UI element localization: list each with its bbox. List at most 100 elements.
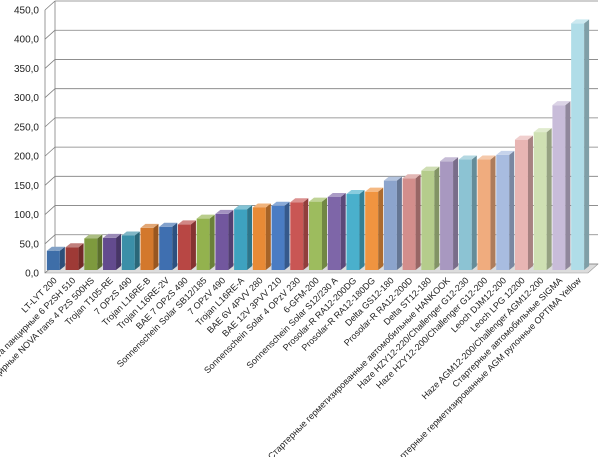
bar-side <box>209 214 215 270</box>
bar-front <box>103 237 117 270</box>
bar-top <box>552 101 571 106</box>
bar-side <box>134 231 140 270</box>
bar <box>177 220 196 270</box>
bar <box>383 176 402 270</box>
bar-top <box>159 222 178 227</box>
bar <box>234 205 253 270</box>
bar-side <box>247 205 253 270</box>
bar-top <box>46 246 65 251</box>
bar-side <box>172 222 178 270</box>
bar <box>159 222 178 270</box>
gridline <box>44 146 56 157</box>
y-tick-label: 400,0 <box>14 35 39 46</box>
bar-side <box>453 157 459 270</box>
bar-top <box>365 187 384 192</box>
bar <box>514 135 533 270</box>
bar-front <box>215 213 229 270</box>
bar-top <box>458 155 477 160</box>
bar-side <box>303 198 309 270</box>
bar-side <box>265 203 271 270</box>
bar-top <box>84 234 103 239</box>
gridline <box>44 29 56 40</box>
bar <box>140 223 159 270</box>
bar-front <box>46 250 60 270</box>
bar <box>196 214 215 270</box>
bar-front <box>271 205 285 270</box>
bar <box>421 166 440 270</box>
bar <box>496 150 515 270</box>
bar-front <box>290 202 304 270</box>
bar-side <box>584 19 590 271</box>
bar-front <box>552 105 566 270</box>
bar-side <box>527 135 533 270</box>
bar <box>309 197 327 270</box>
bar-top <box>103 233 122 238</box>
bar-side <box>228 209 234 270</box>
bar-side <box>415 174 421 270</box>
bar-side <box>59 246 65 270</box>
bar-side <box>434 166 440 270</box>
y-tick-label: 150,0 <box>14 181 39 192</box>
bar-top <box>177 220 196 225</box>
y-axis-tick-labels: 0,0 50,0 100,0 150,0 200,0 250,0 300,0 350,0 400… <box>14 6 39 280</box>
gridline <box>44 0 56 11</box>
bar-front <box>309 201 322 270</box>
bar-front <box>121 235 135 270</box>
bar-front <box>159 226 173 270</box>
bar-top <box>533 128 552 133</box>
bar-side <box>546 128 552 270</box>
y-tick-label: 250,0 <box>14 122 39 133</box>
bar-front <box>458 159 472 270</box>
bar <box>290 198 309 270</box>
bar <box>84 234 103 270</box>
bar <box>252 203 271 270</box>
bar-top <box>121 231 140 236</box>
bar-top <box>196 214 215 219</box>
bar-side <box>322 197 327 270</box>
bar-front <box>177 224 191 270</box>
bar-side <box>153 223 159 270</box>
bar-top <box>514 135 533 140</box>
bar-side <box>284 201 290 270</box>
bar-front <box>252 207 266 270</box>
bar <box>552 101 571 270</box>
bar <box>571 19 590 271</box>
bar-side <box>190 220 196 270</box>
y-tick-label: 450,0 <box>14 6 39 17</box>
bar-front <box>84 238 98 270</box>
bar-front <box>196 218 210 270</box>
bar-front <box>571 23 585 271</box>
bar-front <box>496 154 510 270</box>
bar-top <box>571 19 590 24</box>
bar-front <box>440 161 454 270</box>
bar-front <box>65 247 79 270</box>
bar-side <box>396 176 402 270</box>
bar-side <box>490 155 496 270</box>
bar-side <box>509 150 515 270</box>
gridline <box>44 117 56 128</box>
bar-front <box>514 139 528 270</box>
bar-front <box>533 132 547 270</box>
y-tick-label: 50,0 <box>20 239 40 250</box>
gridline <box>44 205 56 215</box>
bar <box>533 128 552 270</box>
bar <box>458 155 477 270</box>
bar-top <box>383 176 402 181</box>
bar-top <box>309 197 327 202</box>
gridline <box>44 176 56 186</box>
gridline <box>44 59 56 69</box>
bar <box>46 246 65 270</box>
bar <box>365 187 384 270</box>
bar-side <box>471 155 477 270</box>
gridline <box>44 88 56 98</box>
y-tick-label: 0,0 <box>25 269 39 280</box>
bar-front <box>234 209 248 270</box>
bar-side <box>340 192 346 270</box>
bar <box>103 233 122 270</box>
bar-top <box>65 243 84 248</box>
bar <box>121 231 140 270</box>
bar-top <box>477 155 496 160</box>
bar-top <box>496 150 515 155</box>
bar-top <box>234 205 253 210</box>
bar-top <box>421 166 440 171</box>
